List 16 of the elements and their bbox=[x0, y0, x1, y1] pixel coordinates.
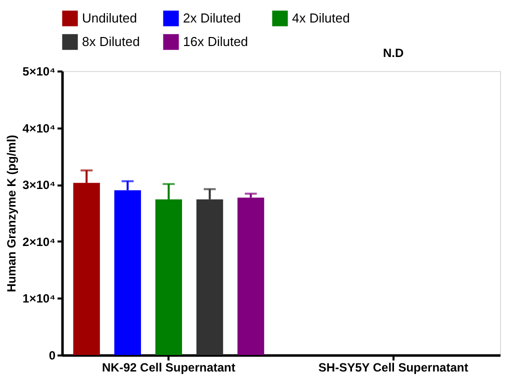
y-tick-label: 1×10⁴ bbox=[22, 292, 56, 306]
y-tick-label: 4×10⁴ bbox=[22, 121, 56, 136]
bar bbox=[237, 198, 264, 355]
y-tick-label: 0 bbox=[48, 348, 56, 362]
y-tick-label: 3×10⁴ bbox=[22, 178, 56, 192]
text: N.D bbox=[382, 46, 404, 60]
x-tick-label: SH-SY5Y Cell Supernatant bbox=[318, 360, 468, 374]
legend-label: 2x Diluted bbox=[183, 10, 241, 26]
x-tick-label: NK-92 Cell Supernatant bbox=[102, 360, 236, 374]
legend-label: 4x Diluted bbox=[292, 10, 350, 26]
y-tick-label: 2×10⁴ bbox=[22, 234, 56, 249]
legend-label: 16x Diluted bbox=[183, 34, 248, 49]
y-axis-title: Human Granzyme K (pg/ml) bbox=[4, 134, 19, 292]
legend-label: Undiluted bbox=[82, 10, 137, 26]
legend-label: 8x Diluted bbox=[82, 34, 140, 49]
y-tick-label: 5×10⁴ bbox=[22, 64, 56, 78]
